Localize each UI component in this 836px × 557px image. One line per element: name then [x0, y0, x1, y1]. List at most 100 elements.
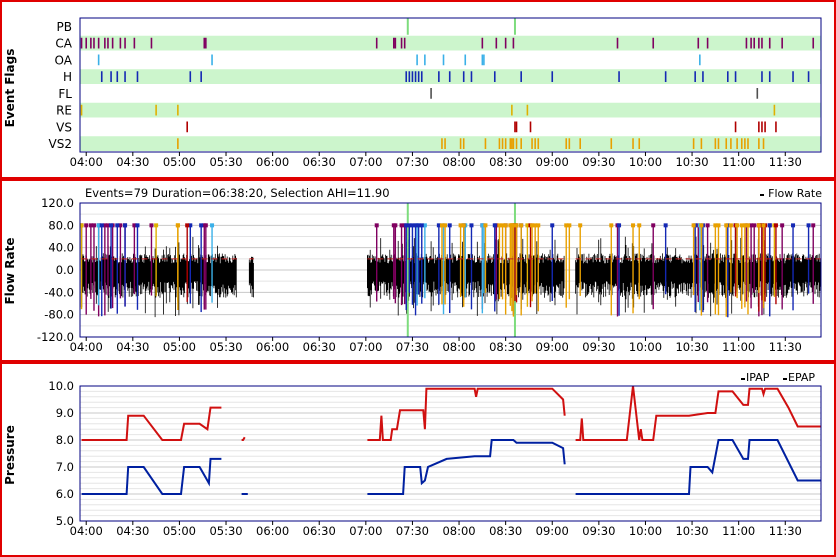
flow-event-marker-ca: [651, 223, 656, 228]
flow-event-marker-vs2: [637, 223, 642, 228]
panel-border-flow: [0, 179, 836, 362]
flags-x-tick-label: 07:30: [396, 155, 429, 169]
pressure-ylabel: Pressure: [3, 425, 17, 485]
flags-x-tick-label: 06:30: [303, 155, 336, 169]
flow-event-marker-vs: [185, 223, 190, 228]
pressure-x-tick-label: 04:00: [70, 524, 103, 538]
flow-x-tick-label: 07:00: [349, 340, 382, 354]
flow-event-marker-vs2: [742, 223, 747, 228]
flow-event-marker-ca: [374, 223, 379, 228]
flow-event-marker-vs2: [691, 223, 696, 228]
flow-y-tick-label: 80.0: [48, 218, 74, 232]
flow-event-marker-h: [550, 223, 555, 228]
flow-event-marker-ca: [705, 223, 710, 228]
pressure-y-tick-label: 7.0: [56, 460, 74, 474]
flow-legend-item: Flow Rate: [768, 187, 822, 200]
flow-y-tick-label: 40.0: [48, 241, 74, 255]
flow-event-marker-h: [410, 223, 415, 228]
flow-event-marker-h: [135, 223, 140, 228]
flow-event-marker-vs2: [503, 223, 508, 228]
flow-event-marker-h: [199, 223, 204, 228]
pressure-x-tick-label: 10:30: [675, 524, 708, 538]
flow-event-marker-re: [154, 223, 159, 228]
flags-x-tick-label: 11:00: [722, 155, 755, 169]
flow-event-marker-re: [525, 223, 530, 228]
flow-plot-border: [79, 202, 822, 338]
ipap-line-segment: [575, 385, 821, 441]
flag-row-label-oa: OA: [55, 53, 73, 67]
ipap-legend-item: IPAP: [746, 371, 770, 384]
flow-event-marker-h: [407, 223, 412, 228]
flow-event-marker-ca: [102, 223, 107, 228]
flags-x-tick-label: 09:00: [536, 155, 569, 169]
flow-signal-segment: [575, 236, 821, 317]
flow-event-marker-vs2: [567, 223, 572, 228]
flags-x-tick-label: 08:00: [442, 155, 475, 169]
flow-event-marker-h: [436, 223, 441, 228]
flow-event-marker-vs2: [716, 223, 721, 228]
flow-x-tick-label: 10:00: [629, 340, 662, 354]
flow-event-marker-vs2: [483, 223, 488, 228]
flow-event-marker-h: [115, 223, 120, 228]
flags-x-tick-label: 11:30: [769, 155, 802, 169]
flow-event-marker-vs2: [443, 223, 448, 228]
pressure-x-tick-label: 06:30: [303, 524, 336, 538]
flow-event-marker-vs2: [631, 223, 636, 228]
flags-x-tick-label: 05:00: [163, 155, 196, 169]
flow-event-marker-vs2: [713, 223, 718, 228]
pressure-x-tick-label: 09:30: [582, 524, 615, 538]
pressure-x-tick-label: 10:00: [629, 524, 662, 538]
flow-event-marker-ca: [393, 223, 398, 228]
flow-y-tick-label: -120.0: [37, 330, 74, 344]
flow-event-marker-ca: [780, 223, 785, 228]
flow-event-marker-vs2: [761, 223, 766, 228]
flow-x-tick-label: 04:30: [116, 340, 149, 354]
flow-event-marker-ca: [749, 223, 754, 228]
flags-x-tick-label: 06:00: [256, 155, 289, 169]
flow-ylabel: Flow Rate: [3, 237, 17, 304]
flow-event-marker-ca: [84, 223, 89, 228]
flags-x-axis: 04:00 04:30 05:00 05:30 06:00 06:30 07:00 07:30…: [70, 152, 802, 169]
flag-band-vs2: [80, 136, 821, 151]
flow-event-marker-vs2: [735, 223, 740, 228]
pressure-x-tick-label: 11:30: [769, 524, 802, 538]
flow-event-marker-h: [109, 223, 114, 228]
flow-x-tick-label: 09:30: [582, 340, 615, 354]
flag-row-labels: PB CA OA H FL RE VS VS2: [49, 20, 73, 151]
pressure-plot-border: [79, 385, 822, 522]
flow-event-marker-oa: [96, 223, 101, 228]
flow-event-marker-ca: [399, 223, 404, 228]
flags-x-tick-label: 05:30: [209, 155, 242, 169]
flow-x-tick-label: 06:30: [303, 340, 336, 354]
flow-x-tick-label: 04:00: [70, 340, 103, 354]
flow-event-marker-h: [416, 223, 421, 228]
flow-event-marker-ca: [105, 223, 110, 228]
flow-event-marker-vs2: [461, 223, 466, 228]
flow-x-tick-label: 07:30: [396, 340, 429, 354]
flags-ylabel: Event Flags: [3, 49, 17, 128]
flag-row-label-ca: CA: [55, 37, 72, 51]
flow-x-tick-label: 11:30: [769, 340, 802, 354]
flow-event-marker-vs2: [756, 223, 761, 228]
flags-x-tick-label: 09:30: [582, 155, 615, 169]
panel-border-flags: [0, 0, 836, 179]
flow-event-marker-h: [99, 223, 104, 228]
pressure-y-tick-label: 10.0: [48, 379, 74, 393]
flow-event-marker-vs2: [439, 223, 444, 228]
flow-x-tick-label: 05:00: [163, 340, 196, 354]
pressure-x-axis: 04:00 04:30 05:00 05:30 06:00 06:30 07:00 07:30…: [70, 521, 802, 538]
flow-x-tick-label: 11:00: [722, 340, 755, 354]
flow-event-marker-h: [447, 223, 452, 228]
pressure-y-tick-label: 6.0: [56, 487, 74, 501]
flow-event-marker-vs2: [511, 223, 516, 228]
flow-event-marker-vs2: [497, 223, 502, 228]
flow-event-marker-oa: [210, 223, 215, 228]
flag-row-label-h: H: [63, 70, 72, 84]
flow-event-overlays: [79, 203, 821, 337]
flow-event-marker-vs2: [530, 223, 535, 228]
flow-info-text: Events=79 Duration=06:38:20, Selection A…: [85, 186, 390, 200]
pressure-x-tick-label: 08:00: [442, 524, 475, 538]
flow-event-marker-vs: [773, 223, 778, 228]
flow-y-tick-label: -40.0: [44, 285, 74, 299]
